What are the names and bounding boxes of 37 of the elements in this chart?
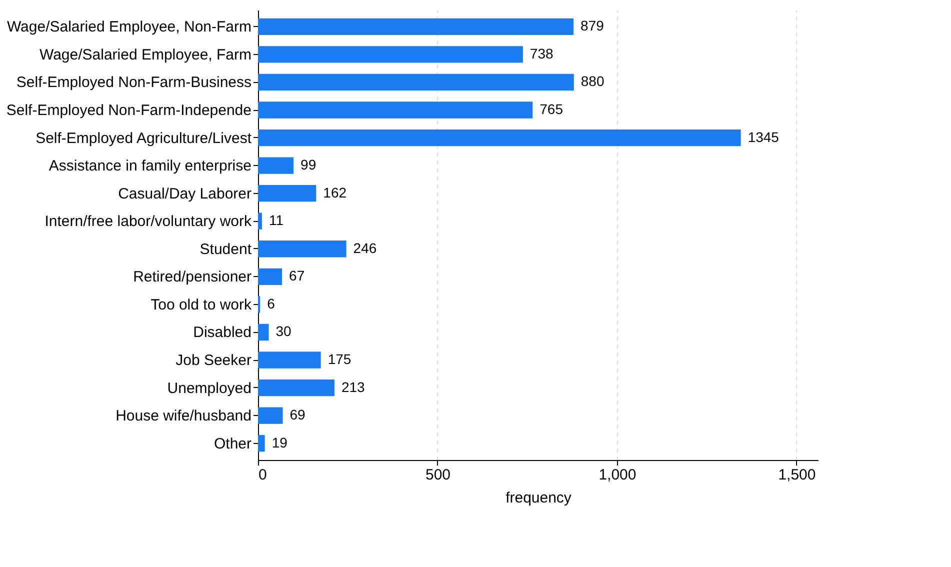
data-label: 30: [276, 323, 292, 340]
x-tick-label: 1,000: [598, 466, 636, 484]
data-label: 6: [267, 295, 276, 312]
y-tick-label: Intern/free labor/voluntary work: [44, 213, 252, 230]
x-tick-label: 500: [425, 466, 451, 484]
data-label: 246: [353, 240, 377, 256]
data-label: 880: [580, 73, 604, 90]
y-tick-label: Self-Employed Agriculture/Livest: [36, 130, 252, 147]
y-tick-label: House wife/husband: [116, 408, 252, 425]
y-tick-label: Self-Employed Non-Farm-Business: [16, 74, 252, 92]
y-tick-label: Student: [200, 240, 252, 258]
x-axis-title: frequency: [506, 490, 572, 506]
data-label: 175: [328, 351, 352, 367]
data-label: 67: [289, 268, 305, 284]
data-label: 738: [530, 45, 554, 62]
data-label: 1345: [748, 128, 780, 145]
y-tick-label: Wage/Salaried Employee, Farm: [39, 46, 252, 64]
y-tick-label: Self-Employed Non-Farm-Independe: [6, 102, 252, 119]
x-tick-label: 0: [258, 466, 267, 484]
x-tick-label: 1,500: [778, 466, 816, 484]
y-tick-label: Disabled: [193, 324, 252, 342]
y-tick-label: Too old to work: [150, 296, 252, 314]
y-tick-label: Assistance in family enterprise: [48, 158, 252, 175]
y-tick-label: Job Seeker: [176, 352, 252, 369]
data-label: 879: [580, 18, 604, 34]
data-label: 19: [272, 434, 288, 450]
data-label: 11: [268, 212, 284, 228]
data-label: 162: [323, 184, 347, 200]
y-tick-label: Casual/Day Laborer: [118, 185, 252, 202]
y-tick-label: Retired/pensioner: [133, 268, 252, 286]
data-label: 213: [341, 378, 366, 395]
y-tick-label: Wage/Salaried Employee, Non-Farm: [6, 18, 252, 36]
data-label: 765: [540, 101, 564, 117]
y-tick-label: Other: [214, 435, 252, 452]
y-tick-label: Unemployed: [167, 380, 252, 397]
data-label: 69: [290, 406, 306, 423]
data-label: 99: [300, 156, 316, 173]
